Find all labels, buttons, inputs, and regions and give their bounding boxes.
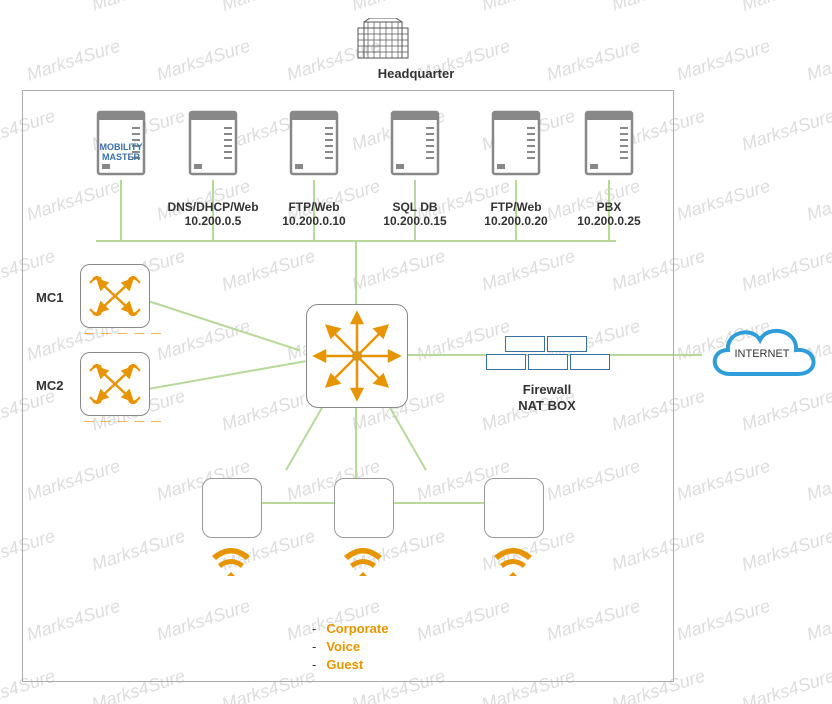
server-label: DNS/DHCP/Web10.200.0.5 (162, 200, 264, 229)
wifi-signal-icon (208, 542, 254, 578)
wireless-controller-icon (80, 264, 150, 328)
mc-label: MC1 (36, 290, 63, 305)
internet-cloud-icon: INTERNET (702, 316, 822, 394)
legend-item: Corporate (326, 621, 388, 636)
server-label: FTP/Web10.200.0.20 (465, 200, 567, 229)
wireless-controller-icon (80, 352, 150, 416)
wifi-signal-icon (490, 542, 536, 578)
legend-item: Voice (326, 639, 360, 654)
firewall-label: Firewall (500, 382, 594, 397)
access-point-icon (334, 478, 394, 538)
server-icon (285, 108, 343, 178)
hq-building-icon (348, 18, 418, 60)
access-point-icon (484, 478, 544, 538)
server-icon (386, 108, 444, 178)
firewall-icon (500, 336, 594, 376)
hq-title: Headquarter (0, 66, 832, 81)
server-icon (580, 108, 638, 178)
server-label: SQL DB10.200.0.15 (364, 200, 466, 229)
legend: -Corporate -Voice -Guest (312, 620, 388, 675)
legend-item: Guest (326, 657, 363, 672)
server-label: FTP/Web10.200.0.10 (263, 200, 365, 229)
mobility-master-label: MOBILITY MASTER (98, 142, 144, 162)
access-point-icon (202, 478, 262, 538)
core-switch (306, 304, 408, 408)
mc-label: MC2 (36, 378, 63, 393)
server-icon (487, 108, 545, 178)
natbox-label: NAT BOX (500, 398, 594, 413)
wifi-signal-icon (340, 542, 386, 578)
server-icon (184, 108, 242, 178)
internet-label: INTERNET (702, 348, 822, 360)
server-label: PBX10.200.0.25 (558, 200, 660, 229)
